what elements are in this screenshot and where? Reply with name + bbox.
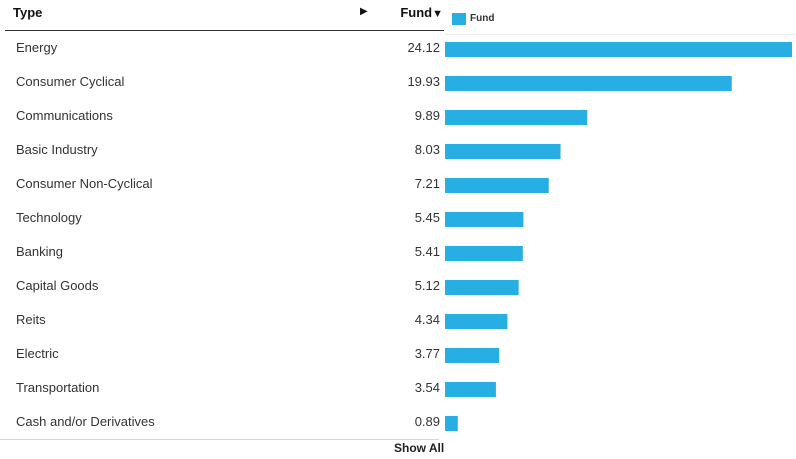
row-fund-value: 9.89 (414, 108, 440, 123)
row-fund-value: 4.34 (414, 312, 440, 327)
row-type-label: Transportation (16, 380, 100, 395)
allocation-table: Type ▶ Fund▼ Energy 24.12 Consumer Cyclica… (5, 0, 444, 439)
fund-header-label: Fund (400, 5, 433, 20)
legend-label: Fund (470, 13, 495, 25)
bar-reits[interactable] (445, 314, 508, 329)
row-fund-value: 24.12 (407, 40, 440, 55)
row-type-label: Reits (16, 312, 46, 327)
bar-transportation[interactable] (445, 382, 496, 397)
bar-communications[interactable] (445, 110, 588, 125)
row-fund-value: 8.03 (414, 142, 440, 157)
bar-technology[interactable] (445, 212, 524, 227)
bar-banking[interactable] (445, 246, 523, 261)
chart-top-rule (445, 34, 796, 35)
row-fund-value: 3.77 (414, 346, 440, 361)
row-type-label: Energy (16, 40, 58, 55)
bar-basic-industry[interactable] (445, 144, 561, 159)
table-header: Type ▶ Fund▼ (5, 0, 444, 31)
row-type-label: Cash and/or Derivatives (16, 414, 155, 429)
expand-arrow-icon[interactable]: ▶ (360, 6, 368, 17)
table-row: Basic Industry 8.03 (5, 133, 444, 167)
row-fund-value: 5.12 (414, 278, 440, 293)
row-type-label: Technology (16, 210, 82, 225)
row-type-label: Basic Industry (16, 142, 98, 157)
table-footer-rule (0, 439, 439, 440)
table-row: Energy 24.12 (5, 31, 444, 65)
row-fund-value: 5.41 (414, 244, 440, 259)
row-fund-value: 3.54 (414, 380, 440, 395)
row-type-label: Consumer Cyclical (16, 74, 125, 89)
bar-capital-goods[interactable] (445, 280, 519, 295)
bar-consumer-non-cyclical[interactable] (445, 178, 549, 193)
table-row: Technology 5.45 (5, 201, 444, 235)
row-fund-value: 7.21 (414, 176, 440, 191)
sort-desc-icon: ▼ (432, 8, 443, 20)
table-row: Communications 9.89 (5, 99, 444, 133)
table-row: Electric 3.77 (5, 337, 444, 371)
row-type-label: Banking (16, 244, 63, 259)
bar-energy[interactable] (445, 42, 792, 57)
table-row: Cash and/or Derivatives 0.89 (5, 405, 444, 439)
legend-swatch (452, 12, 466, 25)
type-column-header[interactable]: Type (13, 5, 43, 20)
row-fund-value: 19.93 (407, 74, 440, 89)
bar-cash-and-or-derivatives[interactable] (445, 416, 458, 431)
table-row: Consumer Cyclical 19.93 (5, 65, 444, 99)
table-row: Transportation 3.54 (5, 371, 444, 405)
row-type-label: Communications (16, 108, 113, 123)
bar-electric[interactable] (445, 348, 500, 363)
row-type-label: Electric (16, 346, 59, 361)
show-all-button[interactable]: Show All (394, 441, 445, 455)
bar-consumer-cyclical[interactable] (445, 76, 732, 91)
table-row: Capital Goods 5.12 (5, 269, 444, 303)
table-body: Energy 24.12 Consumer Cyclical 19.93 Communi… (5, 31, 444, 439)
fund-column-header[interactable]: Fund▼ (400, 5, 443, 20)
table-row: Banking 5.41 (5, 235, 444, 269)
row-type-label: Consumer Non-Cyclical (16, 176, 153, 191)
row-fund-value: 5.45 (414, 210, 440, 225)
table-row: Consumer Non-Cyclical 7.21 (5, 167, 444, 201)
row-fund-value: 0.89 (414, 414, 440, 429)
row-type-label: Capital Goods (16, 278, 99, 293)
table-row: Reits 4.34 (5, 303, 444, 337)
chart-legend: Fund (452, 10, 495, 25)
